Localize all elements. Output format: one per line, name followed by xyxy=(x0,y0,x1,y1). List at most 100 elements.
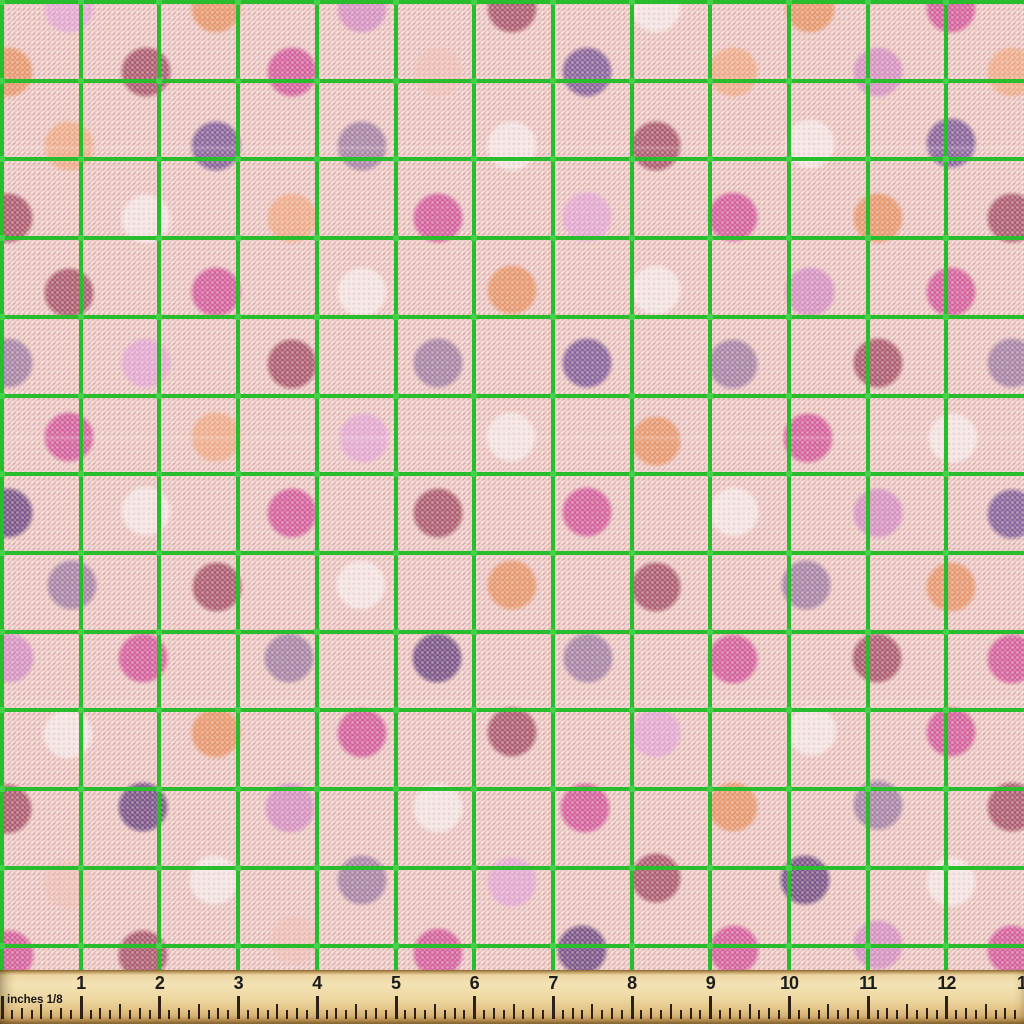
polka-dot xyxy=(560,336,614,390)
ruler-tick-half xyxy=(197,1004,200,1019)
ruler-tick-eighth xyxy=(384,1010,387,1019)
ruler-tick-quarter xyxy=(374,1007,377,1019)
ruler-tick-half xyxy=(669,1004,672,1019)
polka-dot xyxy=(485,263,539,317)
ruler-tick-quarter xyxy=(610,1007,613,1019)
ruler-tick-inch xyxy=(788,996,791,1019)
polka-dot xyxy=(484,410,538,464)
ruler-tick-half xyxy=(748,1004,751,1019)
ruler-tick-eighth xyxy=(404,1010,407,1019)
ruler-tick-eighth xyxy=(424,1010,426,1019)
ruler-tick-inch xyxy=(79,996,83,1019)
polka-dot xyxy=(851,191,905,245)
polka-dot xyxy=(778,853,832,907)
ruler-tick-eighth xyxy=(738,1010,741,1019)
polka-dot xyxy=(189,265,243,319)
polka-dot xyxy=(629,414,683,468)
polka-dot xyxy=(779,558,833,612)
polka-dot xyxy=(41,857,95,911)
polka-dot-layer xyxy=(0,0,1024,982)
ruler-tick-half xyxy=(119,1004,122,1019)
polka-dot xyxy=(851,918,905,972)
ruler-tick-quarter xyxy=(217,1007,220,1019)
polka-dot xyxy=(119,192,173,246)
polka-dot xyxy=(707,923,761,977)
ruler-tick-eighth xyxy=(876,1010,879,1019)
ruler-number: 3 xyxy=(233,973,244,993)
ruler-number: 6 xyxy=(469,973,480,993)
polka-dot xyxy=(629,263,683,317)
ruler-number: 10 xyxy=(779,973,799,993)
polka-dot xyxy=(706,632,760,686)
ruler-tick-eighth xyxy=(542,1010,545,1019)
polka-dot xyxy=(119,336,173,390)
polka-dot xyxy=(265,191,319,245)
polka-dot xyxy=(629,560,683,614)
polka-dot xyxy=(268,913,322,967)
polka-dot xyxy=(190,560,244,614)
ruler-tick-quarter xyxy=(532,1007,535,1019)
polka-dot xyxy=(411,336,465,390)
ruler-tick-inch xyxy=(866,996,870,1019)
polka-dot xyxy=(706,780,760,834)
polka-dot xyxy=(706,337,760,391)
ruler-tick-eighth xyxy=(955,1010,958,1019)
ruler-tick-quarter xyxy=(138,1007,141,1019)
polka-dot xyxy=(411,486,465,540)
polka-dot xyxy=(265,337,319,391)
ruler-tick-eighth xyxy=(10,1010,13,1019)
ruler-tick-eighth xyxy=(522,1010,525,1019)
polka-dot xyxy=(706,190,760,244)
ruler-tick-eighth xyxy=(915,1010,918,1019)
polka-dot xyxy=(335,0,389,35)
ruler-tick-eighth xyxy=(148,1010,151,1019)
ruler-tick-eighth xyxy=(561,1010,564,1019)
ruler-tick-eighth xyxy=(896,1010,899,1019)
polka-dot xyxy=(561,631,615,685)
ruler-tick-eighth xyxy=(227,1010,230,1019)
ruler-tick-quarter xyxy=(965,1007,968,1019)
ruler-tick-half xyxy=(591,1004,594,1019)
polka-dot xyxy=(707,485,761,539)
ruler-tick-eighth xyxy=(128,1010,131,1019)
polka-dot xyxy=(985,780,1024,834)
ruler-tick-eighth xyxy=(778,1010,781,1019)
ruler-tick-quarter xyxy=(453,1007,456,1019)
ruler-tick-eighth xyxy=(69,1010,72,1019)
polka-dot xyxy=(411,45,465,99)
polka-dot xyxy=(783,117,837,171)
ruler-tick-half xyxy=(355,1004,358,1019)
ruler-tick-quarter xyxy=(20,1007,23,1019)
polka-dot xyxy=(785,704,839,758)
polka-dot xyxy=(119,45,173,99)
polka-dot xyxy=(42,410,96,464)
polka-dot xyxy=(42,0,96,35)
ruler-tick-inch xyxy=(551,996,555,1019)
ruler-tick-half xyxy=(906,1004,909,1019)
ruler-tick-quarter xyxy=(925,1007,928,1019)
ruler-tick-inch xyxy=(473,996,477,1019)
polka-dot xyxy=(265,45,319,99)
ruler-tick-quarter xyxy=(99,1007,102,1019)
polka-dot xyxy=(116,631,170,685)
polka-dot xyxy=(985,487,1024,541)
polka-dot xyxy=(335,119,389,173)
polka-dot xyxy=(783,265,837,319)
polka-dot xyxy=(411,781,465,835)
ruler-tick-half xyxy=(276,1004,279,1019)
ruler-tick-eighth xyxy=(89,1010,92,1019)
polka-dot xyxy=(985,45,1024,99)
ruler-tick-eighth xyxy=(679,1010,682,1019)
polka-dot xyxy=(851,336,905,390)
polka-dot xyxy=(263,781,317,835)
ruler-tick-eighth xyxy=(463,1010,466,1019)
ruler-number: 12 xyxy=(937,973,956,993)
polka-dot xyxy=(851,778,905,832)
ruler-number-partial: 1 xyxy=(1017,973,1024,993)
ruler-tick-eighth xyxy=(640,1010,643,1019)
polka-dot xyxy=(335,853,389,907)
polka-dot xyxy=(985,632,1024,686)
ruler-tick-quarter xyxy=(847,1007,850,1019)
ruler-tick-quarter xyxy=(60,1007,63,1019)
ruler-tick-eighth xyxy=(483,1010,486,1019)
